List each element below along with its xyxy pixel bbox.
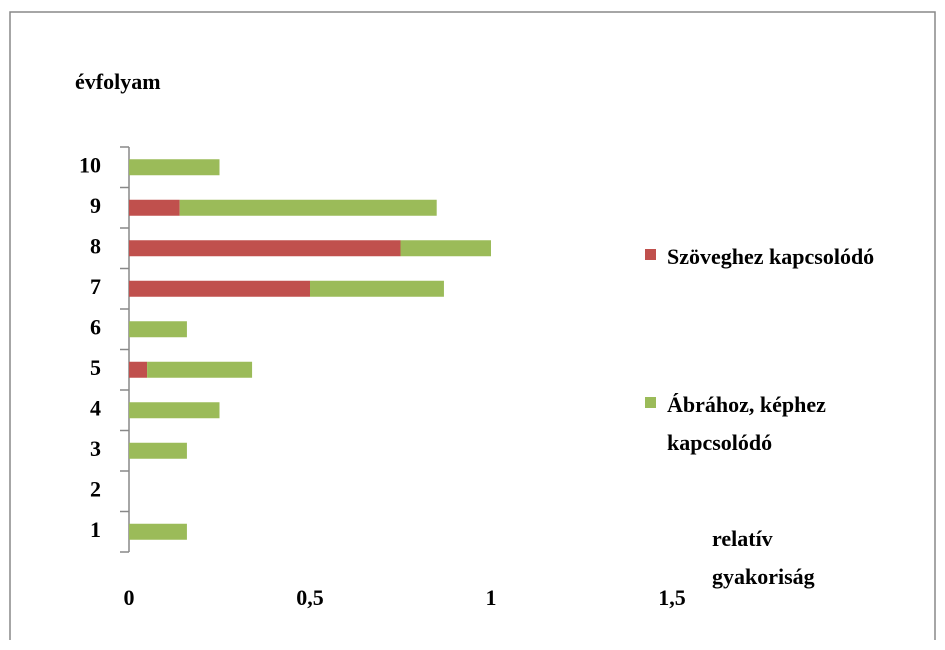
bar-segment	[310, 280, 444, 297]
frame-border	[9, 11, 936, 640]
bar-segment	[129, 199, 180, 216]
bar-segment	[129, 159, 220, 176]
y-tick-label: 10	[79, 152, 101, 177]
x-tick-label: 0,5	[296, 585, 324, 610]
x-tick-label: 1	[486, 585, 497, 610]
y-tick-label: 9	[90, 193, 101, 218]
y-tick-label: 2	[90, 476, 101, 501]
bar-segment	[129, 523, 187, 540]
bar-segment	[129, 240, 401, 257]
y-tick-label: 6	[90, 314, 101, 339]
y-axis-title: évfolyam	[75, 69, 161, 94]
x-tick-label: 0	[124, 585, 135, 610]
y-tick-label: 4	[90, 395, 101, 420]
bar-segment	[179, 199, 437, 216]
bar-segment	[129, 361, 148, 378]
legend-swatch	[645, 249, 656, 260]
bar-segment	[129, 402, 220, 419]
y-tick-label: 7	[90, 274, 101, 299]
x-tick-label: 1,5	[658, 585, 686, 610]
legend-label: Szöveghez kapcsolódó	[667, 244, 875, 269]
bar-segment	[129, 280, 310, 297]
bar-segment	[147, 361, 253, 378]
y-tick-label: 8	[90, 233, 101, 258]
x-axis-title: relatív gyakoriság	[712, 526, 815, 589]
y-tick-label: 3	[90, 436, 101, 461]
bar-segment	[129, 442, 187, 459]
legend-label: Ábrához, képhez kapcsolódó	[667, 392, 826, 455]
legend-swatch	[645, 397, 656, 408]
y-tick-label: 5	[90, 355, 101, 380]
bar-segment	[400, 240, 491, 257]
bar-segment	[129, 321, 187, 338]
y-tick-label: 1	[90, 517, 101, 542]
